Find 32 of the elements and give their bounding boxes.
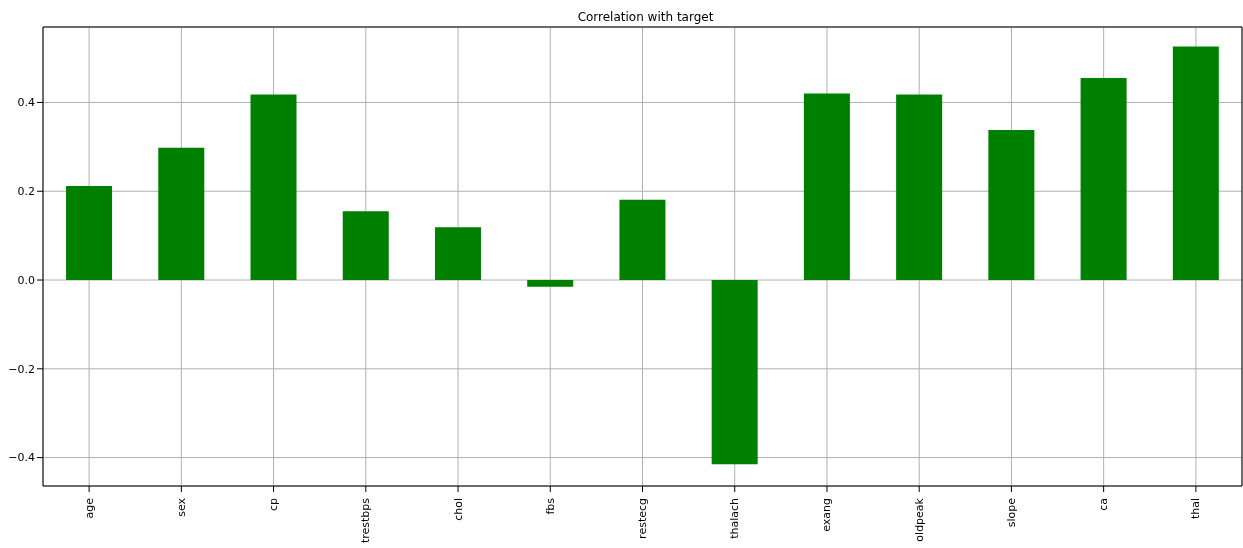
y-tick-label: 0.0: [17, 273, 35, 287]
x-tick-label: trestbps: [359, 497, 373, 544]
x-tick-label: sex: [174, 497, 188, 517]
y-tick-label: 0.2: [17, 185, 35, 199]
x-tick-label: thal: [1189, 498, 1203, 520]
bar: [250, 94, 297, 281]
x-tick-label: age: [82, 497, 96, 519]
bar: [988, 129, 1035, 281]
bar: [803, 93, 850, 281]
y-tick-label: 0.4: [17, 96, 35, 110]
bar: [66, 185, 113, 281]
x-tick-label: ca: [1097, 498, 1111, 511]
bar: [1080, 78, 1127, 281]
y-tick-label: −0.4: [8, 451, 35, 465]
bar: [158, 147, 205, 281]
x-tick-label: chol: [451, 498, 465, 521]
chart-title: Correlation with target: [576, 9, 715, 26]
x-tick-label: slope: [1004, 497, 1018, 528]
bar: [342, 211, 389, 281]
bar: [896, 94, 943, 281]
bar: [619, 199, 666, 281]
bar: [434, 227, 481, 281]
x-tick-label: restecg: [636, 498, 649, 539]
y-tick-label: −0.2: [8, 362, 35, 376]
x-tick-label: thalach: [728, 497, 742, 539]
x-tick-label: oldpeak: [912, 497, 926, 542]
x-tick-label: exang: [820, 498, 834, 532]
bar: [1172, 46, 1219, 281]
bar: [711, 280, 758, 465]
x-tick-label: fbs: [543, 497, 557, 515]
bar: [527, 280, 574, 287]
x-tick-label: cp: [267, 497, 281, 512]
